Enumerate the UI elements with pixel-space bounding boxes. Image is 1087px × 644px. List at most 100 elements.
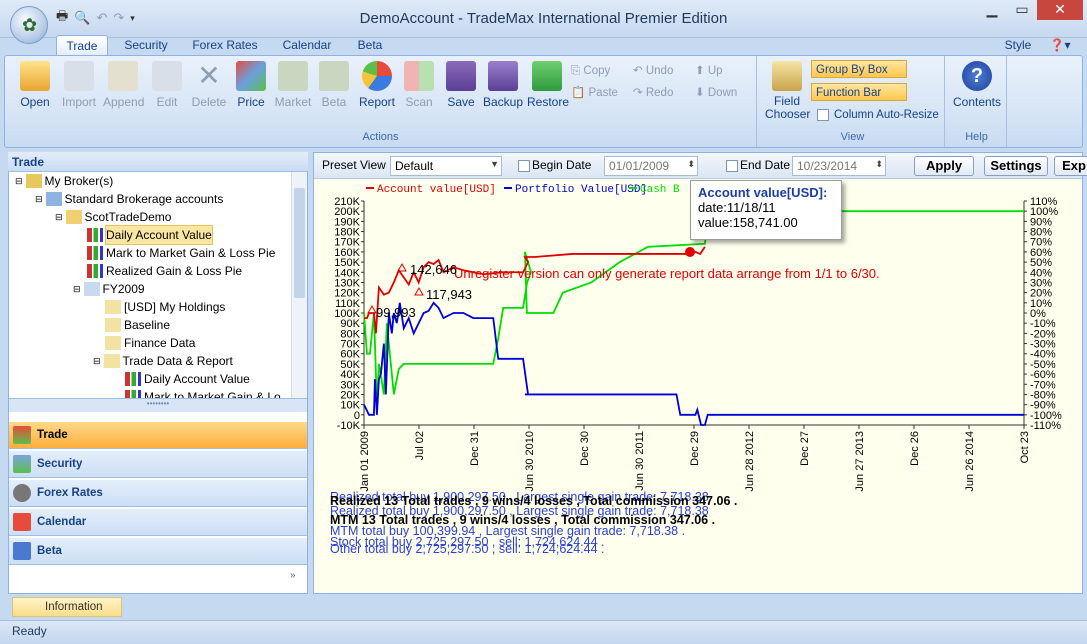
tree-node[interactable]: ⊟ FY2009	[73, 282, 145, 296]
tree-node[interactable]: Daily Account Value	[87, 225, 213, 245]
print-preview-icon[interactable]: 🔍	[74, 10, 91, 25]
tree-node[interactable]: Finance Data	[105, 334, 195, 352]
paste-button[interactable]: 📋 Paste	[571, 87, 618, 99]
y-tick-label-left: 210K	[334, 196, 360, 208]
open-button[interactable]: Open	[15, 61, 55, 109]
nav-forex-rates[interactable]: Forex Rates	[9, 480, 307, 507]
x-tick-label: Dec 31	[469, 431, 481, 466]
tree-node[interactable]: Mark to Market Gain & Loss Pie	[87, 244, 275, 262]
redo-icon[interactable]: ↷	[113, 10, 125, 25]
tab-security[interactable]: Security	[124, 38, 168, 52]
annotation-label: 142,646	[410, 262, 457, 277]
preset-view-select[interactable]: Default ▼	[390, 156, 502, 176]
save-icon	[446, 61, 476, 91]
backup-button[interactable]: Backup	[483, 61, 523, 109]
settings-button[interactable]: Settings	[984, 156, 1048, 176]
tree-node[interactable]: Daily Account Value	[125, 370, 250, 388]
nav-beta[interactable]: Beta	[9, 538, 307, 565]
y-tick-label-right: -40%	[1030, 349, 1056, 361]
tree-node[interactable]: ⊟ ScotTradeDemo	[55, 210, 172, 224]
column-auto-resize-checkbox[interactable]	[817, 109, 829, 121]
y-tick-label-left: 50K	[340, 359, 360, 371]
report-button[interactable]: Report	[357, 61, 397, 109]
append-button[interactable]: Append	[103, 61, 144, 109]
price-button[interactable]: Price	[231, 61, 271, 109]
maximize-button[interactable]: ▭	[1015, 1, 1029, 17]
bar-chart-icon	[87, 264, 103, 278]
tree-node[interactable]: ⊟ Standard Brokerage accounts	[35, 192, 224, 206]
y-tick-label-left: 200K	[334, 206, 360, 218]
spinner-icon: ⬍	[687, 159, 695, 169]
edit-button[interactable]: Edit	[147, 61, 187, 109]
undo-button[interactable]: ↶ Undo	[633, 65, 674, 77]
y-tick-label-right: 20%	[1030, 288, 1052, 300]
end-date-field[interactable]: 10/23/2014 ⬍	[792, 156, 886, 176]
quick-access-toolbar: 🖶 🔍 ↶ ↷ ▾	[56, 8, 135, 28]
end-date-checkbox[interactable]	[726, 160, 738, 172]
scrollbar-thumb[interactable]	[294, 188, 305, 298]
scan-button[interactable]: Scan	[399, 61, 439, 109]
export-button[interactable]: Exp	[1054, 156, 1087, 176]
annotation-marker	[397, 262, 407, 272]
actions-group: Open Import Append Edit ✕ Delete Price Ma…	[5, 56, 757, 147]
security-icon	[13, 455, 31, 473]
style-menu[interactable]: Style	[1004, 38, 1032, 52]
portfolio-series-line	[363, 301, 1024, 426]
up-button[interactable]: ⬆ Up	[695, 65, 723, 77]
beta-button[interactable]: Beta	[314, 61, 354, 109]
y-tick-label-right: 40%	[1030, 267, 1052, 279]
import-icon	[64, 61, 94, 91]
copy-button[interactable]: ⎘ Copy	[571, 65, 611, 77]
begin-date-checkbox[interactable]	[518, 160, 530, 172]
tree-node[interactable]: [USD] My Holdings	[105, 298, 225, 316]
tab-trade[interactable]: Trade	[56, 35, 108, 57]
bar-chart-icon	[125, 372, 141, 386]
y-tick-label-left: 190K	[334, 216, 360, 228]
y-tick-label-left: 130K	[334, 277, 360, 289]
tree-node[interactable]: Mark to Market Gain & Lo	[125, 388, 281, 398]
help-icon[interactable]: ❓▾	[1049, 38, 1071, 52]
nav-calendar[interactable]: Calendar	[9, 509, 307, 536]
tree-node[interactable]: Realized Gain & Loss Pie	[87, 262, 242, 280]
tree-scrollbar[interactable]	[291, 172, 307, 398]
print-icon[interactable]: 🖶	[56, 8, 69, 23]
app-logo-icon: ✿	[22, 15, 38, 35]
nav-trade[interactable]: Trade	[9, 422, 307, 449]
group-by-box-toggle[interactable]: Group By Box	[811, 60, 907, 78]
delete-button[interactable]: ✕ Delete	[191, 60, 227, 110]
tab-beta[interactable]: Beta	[357, 38, 383, 52]
tab-calendar[interactable]: Calendar	[282, 38, 332, 52]
restore-button[interactable]: Restore	[527, 61, 569, 109]
tab-forex-rates[interactable]: Forex Rates	[192, 38, 258, 52]
redo-button[interactable]: ↷ Redo	[633, 87, 674, 99]
tree-node[interactable]: ⊟ Trade Data & Report	[93, 354, 233, 368]
close-button[interactable]: ✕	[1037, 0, 1083, 20]
function-bar-toggle[interactable]: Function Bar	[811, 83, 907, 101]
tree-node[interactable]: ⊟ My Broker(s)	[15, 174, 114, 188]
nav-overflow-icon[interactable]: »	[290, 570, 296, 581]
save-button[interactable]: Save	[441, 61, 481, 109]
minimize-button[interactable]: ▁	[986, 1, 998, 17]
undo-icon[interactable]: ↶	[96, 10, 108, 25]
customize-qat-icon[interactable]: ▾	[130, 12, 135, 23]
apply-button[interactable]: Apply	[914, 156, 974, 176]
tree-node[interactable]: Baseline	[105, 316, 170, 334]
import-button[interactable]: Import	[59, 61, 99, 109]
contents-button[interactable]: ? Contents	[951, 61, 1003, 109]
market-button[interactable]: Market	[273, 61, 313, 109]
down-button[interactable]: ⬇ Down	[695, 87, 738, 99]
field-chooser-button[interactable]: Field Chooser	[765, 61, 810, 121]
restore-icon	[532, 61, 562, 91]
preset-view-label: Preset View	[322, 158, 386, 172]
splitter-handle[interactable]: ••••••••	[9, 398, 307, 412]
selected-point[interactable]	[685, 247, 695, 257]
information-tab[interactable]: Information	[12, 597, 122, 617]
y-tick-label-left: 0	[354, 410, 360, 422]
y-tick-label-left: 170K	[334, 237, 360, 249]
actions-group-label: Actions	[362, 131, 399, 143]
begin-date-field[interactable]: 01/01/2009 ⬍	[604, 156, 698, 176]
calendar-icon	[13, 513, 31, 531]
app-menu-button[interactable]: ✿	[10, 6, 48, 44]
nav-security[interactable]: Security	[9, 451, 307, 478]
account-value-chart: Account value[USD] Portfolio Value[USD]Ca…	[334, 184, 1062, 492]
